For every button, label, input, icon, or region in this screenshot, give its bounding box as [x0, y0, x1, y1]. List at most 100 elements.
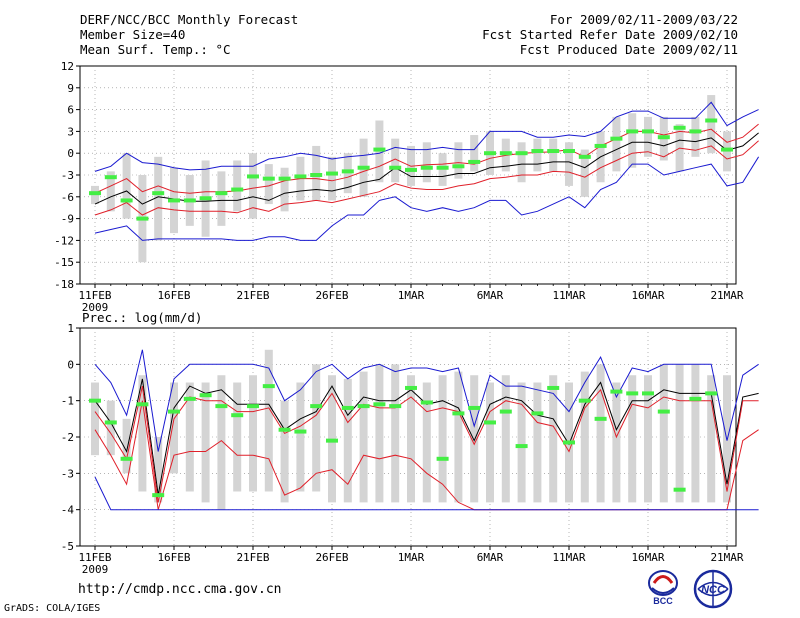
observed-mark [152, 191, 165, 196]
ensemble-box [343, 378, 352, 503]
ensemble-box [454, 371, 463, 503]
panel-temp: 12 9 6 3 0 -3 -6 -9 -12 -15 -18 11FEB 16FEB 21FEB 26FE… [54, 60, 760, 314]
observed-mark [626, 129, 639, 134]
observed-mark [89, 191, 101, 196]
observed-mark [341, 169, 354, 174]
observed-mark [294, 174, 307, 179]
ensemble-box [628, 113, 637, 168]
observed-mark [594, 416, 607, 421]
y-tick-label: -2 [61, 431, 74, 444]
observed-mark [531, 411, 544, 416]
observed-mark [610, 389, 623, 394]
ensemble-box [264, 349, 273, 492]
x-tick-label: 1MAR [398, 289, 425, 302]
observed-mark [610, 136, 623, 141]
bcc-logo-arc [652, 575, 674, 584]
ensemble-box [264, 164, 273, 205]
ensemble-box [328, 156, 336, 201]
ensemble-box [580, 149, 589, 197]
ensemble-box [201, 382, 210, 503]
observed-mark [247, 404, 259, 409]
ensemble-box [517, 142, 526, 183]
x-tick-label: 21FEB [236, 289, 269, 302]
ensemble-box [644, 116, 652, 157]
grads-credit: GrADS: COLA/IGES [4, 603, 101, 614]
observed-mark [515, 151, 528, 156]
observed-mark [705, 118, 718, 123]
series-upper-spread [94, 385, 759, 503]
ensemble-box [549, 375, 558, 503]
bottom-panel-title: Prec.: log(mm/d) [82, 310, 202, 325]
y-tick-label: 1 [67, 322, 74, 335]
forecast-produced: Fcst Produced Date 2009/02/11 [519, 42, 738, 57]
observed-mark [310, 404, 323, 409]
observed-mark [531, 149, 544, 154]
ensemble-box [391, 138, 400, 183]
y-tick-label: -9 [61, 213, 74, 226]
observed-mark [294, 429, 307, 434]
observed-mark [136, 216, 149, 221]
observed-mark [468, 159, 481, 164]
ensemble-box [217, 171, 226, 226]
ensemble-box [280, 400, 289, 503]
observed-mark [199, 393, 212, 398]
ensemble-box [106, 171, 115, 212]
observed-mark [215, 404, 228, 409]
ensemble-box [470, 375, 479, 503]
observed-mark [357, 404, 370, 409]
observed-mark [420, 400, 433, 405]
observed-mark [578, 154, 591, 159]
x-tick-label: 1MAR [398, 551, 425, 564]
observed-mark [515, 444, 528, 449]
ensemble-box [233, 160, 242, 212]
observed-mark [594, 143, 607, 148]
observed-mark [152, 493, 165, 498]
observed-mark [199, 196, 212, 201]
ensemble-box [106, 400, 115, 456]
observed-mark [657, 135, 670, 140]
y-tick-label: -1 [61, 395, 74, 408]
x-tick-label: 21MAR [710, 551, 743, 564]
observed-mark [436, 456, 449, 461]
observed-mark [642, 129, 654, 134]
observed-mark [326, 438, 338, 443]
observed-mark [183, 198, 196, 203]
observed-mark [499, 151, 512, 156]
ensemble-box [91, 382, 99, 456]
ensemble-box [280, 167, 289, 212]
panel-prec: 1 0 -1 -2 -3 -4 -5 11FEB 16FEB 21FEB 26FEB 1MAR 6MAR… [61, 310, 759, 576]
observed-mark [436, 165, 449, 170]
y-tick-label: -3 [61, 467, 74, 480]
y-tick-label: -6 [61, 191, 74, 204]
ensemble-box [486, 382, 494, 503]
bcc-logo-ring [648, 570, 678, 596]
observed-mark [389, 404, 402, 409]
observed-mark [278, 427, 291, 432]
bcc-logo: BCC [648, 570, 678, 606]
x-tick-label: 6MAR [477, 289, 504, 302]
ensemble-box [422, 142, 431, 183]
observed-mark [247, 174, 259, 179]
source-url[interactable]: http://cmdp.ncc.cma.gov.cn [78, 582, 282, 597]
observed-mark [689, 129, 702, 134]
ensemble-box [407, 375, 415, 503]
x-tick-label: 6MAR [477, 551, 504, 564]
ensemble-box [185, 382, 194, 492]
ensemble-box [249, 375, 257, 492]
observed-mark [231, 187, 244, 192]
ensemble-box [438, 375, 447, 503]
observed-mark [689, 396, 702, 401]
observed-mark [452, 164, 465, 169]
observed-mark [120, 198, 133, 203]
y-tick-label: -15 [54, 256, 74, 269]
x-tick-label: 21MAR [710, 289, 743, 302]
ncc-logo: NCC [693, 569, 733, 609]
x-tick-label: 16FEB [157, 289, 190, 302]
observed-mark [452, 411, 465, 416]
observed-mark [357, 165, 370, 170]
observed-mark [104, 420, 117, 425]
ensemble-box [422, 382, 431, 503]
ensemble-box [233, 382, 242, 492]
ensemble-box [596, 364, 605, 503]
